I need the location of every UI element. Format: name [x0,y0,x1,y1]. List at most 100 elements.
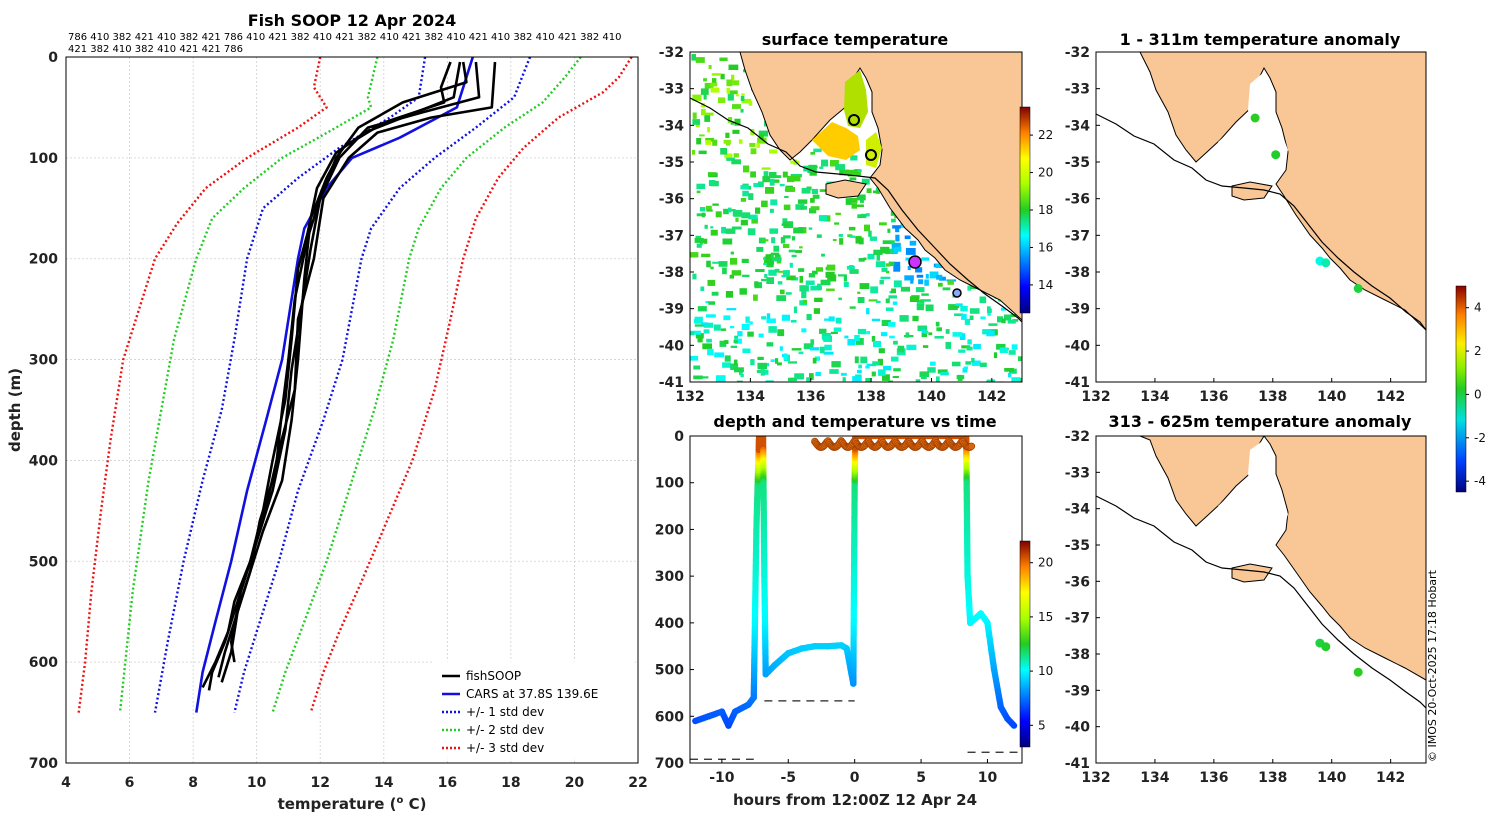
sst-pixel [691,149,696,155]
sst-pixel [906,344,917,351]
sst-kangaroo-island [825,179,867,199]
sst-pixel [729,274,734,279]
legend-label-fishsoop: fishSOOP [466,669,521,683]
sst-pixel [708,65,712,69]
sst-pixel [706,209,713,212]
sst-pixel [986,330,995,337]
sst-pixel [897,345,905,353]
sst-pixel [937,369,948,374]
sst-pixel [835,317,842,324]
sst-pixel [916,274,924,278]
sst-pixel [704,112,714,116]
sst-pixel [707,127,711,133]
sst-pixel [850,155,858,161]
sst-pixel [779,346,783,351]
sst-pixel [873,190,879,194]
sst-pixel [865,378,871,382]
sst-pixel [887,228,891,233]
sst-pixel [787,361,797,364]
legend-box [433,661,635,759]
map-ytick-label: -34 [1065,118,1091,134]
map-xtick-label: 140 [1317,389,1346,405]
sst-pixel [783,235,791,239]
sst-pixel [924,279,929,286]
sst-pixel [980,362,987,367]
sst-pixel [730,251,734,255]
sst-pixel [757,356,764,360]
sst-pixel [935,321,940,327]
a2-map-area [1096,436,1426,763]
sst-pixel [707,279,716,286]
sst-pixel [988,323,998,326]
dt-ytick-label: 0 [674,429,684,445]
sst-pixel [815,372,821,377]
sst-pixel [791,254,797,258]
sst-pixel [857,297,865,303]
sst-pixel [734,118,741,126]
sst-pixel [808,164,817,172]
sst-pixel [697,306,707,312]
dt-surface-point [967,442,976,450]
sst-pixel [831,361,841,368]
map-ytick-label: -33 [1065,82,1090,98]
profile-grid [65,56,639,764]
sst-pixel [966,346,973,351]
sst-pixel [741,258,749,263]
sst-pixel [857,214,867,219]
sst-pixel [808,227,813,230]
sst-pixel [782,244,790,248]
sst-pixel [889,335,895,339]
sst-pixel [829,369,839,374]
sst-pixel [866,363,876,367]
colorbar-tick-label: 15 [1038,610,1053,624]
sst-colorbar-ticks: 14 16 18 20 22 [1030,128,1053,292]
dt-xlabel: hours from 12:00Z 12 Apr 24 [733,791,977,809]
sst-pixel [706,338,712,343]
sst-pixel [734,367,744,373]
profile-xtick-label: 18 [501,775,520,791]
sst-pixel [769,178,775,186]
colorbar-tick-label: -4 [1474,474,1486,488]
sst-pixel [809,347,820,351]
map-ytick-label: -40 [1065,338,1091,354]
sst-pixel [987,306,991,313]
sst-pixel [777,270,785,273]
sst-pixel [707,348,714,356]
sst-pixel [773,175,782,179]
sst-pixel [971,357,975,363]
sst-pixel [699,376,709,379]
sst-pixel [787,175,795,183]
legend-label-sd2: +/- 2 std dev [466,723,544,737]
profile-ytick-label: 0 [48,50,58,66]
sst-pixel [855,338,864,345]
sst-obs-marker-4 [952,288,962,298]
sst-pixel [892,301,898,305]
sst-pixel [849,197,858,203]
sst-pixel [921,375,927,380]
map-ytick-label: -37 [1065,228,1090,244]
sst-pixel [705,137,715,142]
sst-map-area [690,52,1022,382]
sst-pixel [917,325,928,331]
sst-pixel [766,318,776,323]
profile-ytick-label: 600 [29,655,58,671]
sst-pixel [955,303,963,307]
sst-pixel [727,94,734,101]
sst-pixel [868,230,872,237]
profile-top-ids-line1: 786 410 382 421 410 382 421 786 410 421 … [68,32,621,43]
sst-pixel [905,248,916,255]
sst-pixel [759,134,764,140]
sst-pixel [755,207,761,214]
sst-pixel [722,362,731,368]
sst-pixel [761,278,767,282]
sst-pixel [770,252,780,255]
colorbar-tick-label: 18 [1038,203,1053,217]
sst-pixel [939,276,946,281]
sst-obs-marker-1 [848,114,860,126]
sst-pixel [738,139,743,144]
sst-pixel [810,152,816,155]
sst-pixel [701,253,711,258]
sst-pixel [798,351,804,355]
sst-pixel [893,340,898,345]
profile-series--1-std-dev [153,56,427,713]
